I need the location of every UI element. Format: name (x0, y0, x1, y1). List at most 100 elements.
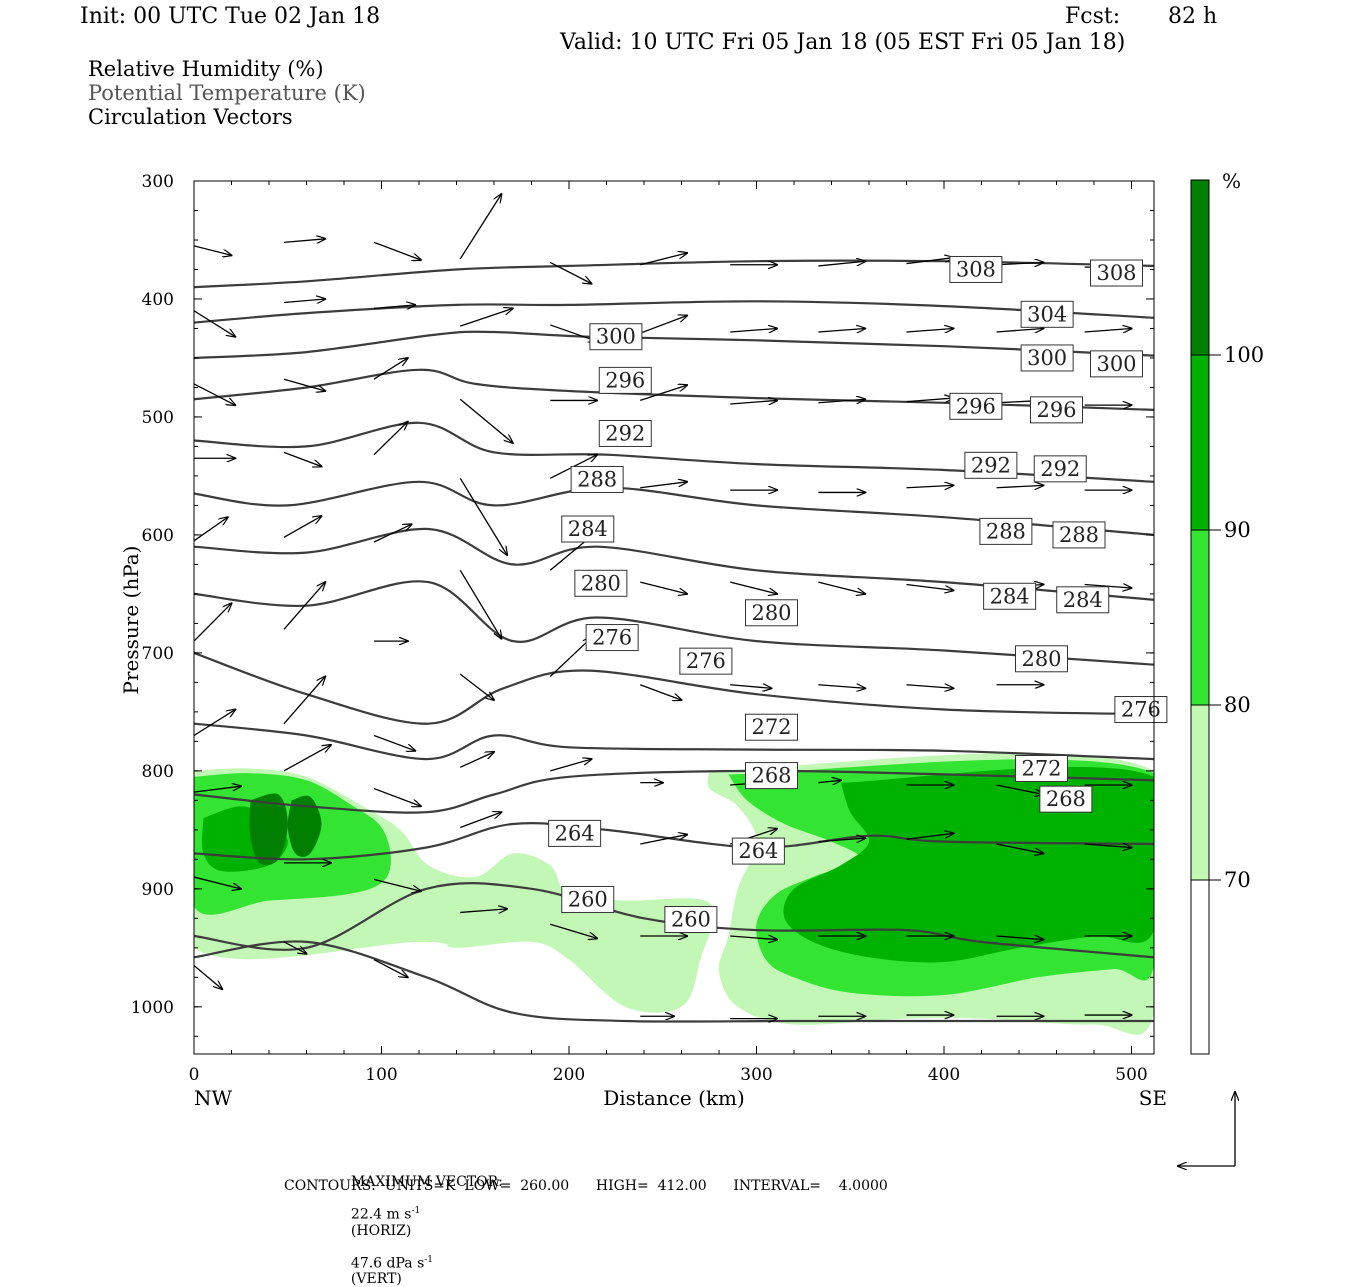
circulation-vector (996, 485, 1044, 487)
circulation-vector (549, 261, 591, 283)
contour-label: 288 (986, 519, 1026, 543)
contour-label: 276 (1121, 698, 1161, 722)
circulation-vector (283, 451, 322, 466)
circulation-vector (459, 477, 507, 555)
y-axis-label: Pressure (hPa) (119, 546, 143, 695)
contour-label-box (1020, 344, 1074, 372)
circulation-vector (194, 710, 235, 737)
contour-label-box (1056, 586, 1110, 614)
y-tick-label: 500 (142, 408, 174, 428)
theta-contour-surface (194, 940, 1154, 1023)
contour-label-box (745, 762, 798, 790)
circulation-vector (996, 262, 1044, 264)
contour-label-box (731, 837, 785, 865)
y-tick-label: 800 (142, 762, 174, 782)
contour-label: 280 (1021, 647, 1061, 671)
theta-contour-280 (194, 580, 1154, 666)
colorbar-band (1191, 880, 1209, 1054)
circulation-vector (818, 838, 865, 842)
x-end-left-label: NW (194, 1086, 233, 1110)
circulation-vector (194, 245, 232, 255)
contour-label: 260 (671, 908, 711, 932)
contour-label-box (745, 599, 798, 627)
colorbar: 100 90 80 70 (1190, 179, 1264, 1055)
contour-label-box (983, 582, 1037, 610)
circulation-vector (640, 581, 687, 594)
contour-label: 300 (1027, 346, 1067, 370)
circulation-vector (194, 603, 232, 642)
contour-label-box (745, 713, 798, 741)
colorbar-level-label: 90 (1224, 518, 1251, 542)
circulation-vector (460, 812, 501, 829)
circulation-vector (640, 684, 681, 700)
horiz-vector-value: 22.4 m s (350, 1206, 412, 1223)
circulation-vector (194, 786, 241, 793)
theta-contour-260 (194, 882, 1154, 959)
contour-label: 296 (1036, 398, 1076, 422)
circulation-vector (550, 759, 591, 772)
contour-label: 308 (1096, 261, 1136, 285)
circulation-vector (640, 835, 687, 845)
circulation-vector (730, 581, 777, 594)
colorbar-band (1191, 705, 1209, 880)
circulation-vector (996, 784, 1044, 794)
contour-label-box (1039, 785, 1093, 813)
plot-frame (193, 180, 1155, 1055)
x-tick-label: 100 (365, 1065, 397, 1085)
circulation-vector (373, 878, 421, 891)
contour-label: 308 (956, 257, 996, 281)
contour-label-box (979, 517, 1033, 545)
contour-label-box (598, 419, 652, 447)
circulation-vector (373, 787, 421, 807)
circulation-vector (818, 261, 865, 267)
contour-label: 296 (956, 394, 996, 418)
circulation-vector (640, 315, 687, 334)
cross-section-chart: 308 308 304 300 300 300 296 296 296 292 292 292 288 2… (119, 169, 1264, 1200)
y-tick-label: 600 (142, 526, 174, 546)
circulation-vector (460, 308, 513, 327)
contour-label-box (949, 392, 1003, 420)
circulation-vector (194, 876, 241, 889)
vert-vector-exponent: -1 (424, 1254, 434, 1265)
circulation-vector (996, 328, 1044, 332)
circulation-vector (730, 328, 777, 332)
contour-label-box (679, 647, 733, 675)
circulation-vector (283, 378, 325, 391)
circulation-vector (373, 241, 421, 260)
circulation-vector (906, 258, 954, 265)
circulation-vector (818, 685, 865, 689)
circulation-vector (640, 482, 687, 489)
contour-label: 272 (1021, 757, 1061, 781)
contour-label: 288 (1059, 523, 1099, 547)
contour-label: 264 (555, 821, 595, 845)
circulation-vector (283, 676, 325, 725)
circulation-vector (996, 843, 1044, 853)
theta-contour-272 (194, 722, 1154, 761)
circulation-vector (818, 581, 865, 594)
contour-label: 268 (1046, 787, 1086, 811)
contour-label-box (1033, 455, 1087, 483)
circulation-vector (373, 524, 412, 543)
circulation-vector (459, 673, 494, 700)
contour-label: 276 (592, 626, 632, 650)
circulation-vector (283, 745, 331, 772)
rh-region-100-6 (249, 793, 288, 866)
circulation-vector (1084, 584, 1132, 588)
circulation-vector (373, 734, 415, 750)
circulation-vector (818, 328, 865, 332)
reference-vector-icon (1178, 1092, 1235, 1166)
circulation-vector (194, 517, 228, 542)
circulation-vector (283, 516, 322, 538)
circulation-vector (906, 328, 954, 332)
colorbar-band (1191, 355, 1209, 530)
circulation-vector (460, 909, 507, 913)
x-tick-label: 500 (1115, 1065, 1147, 1085)
rh-region-100-7 (287, 795, 322, 857)
colorbar-band (1191, 180, 1209, 355)
legend-theta: Potential Temperature (K) (88, 81, 366, 105)
theta-contour-292 (194, 421, 1154, 483)
circulation-vector (730, 685, 771, 689)
contour-label: 264 (738, 839, 778, 863)
contour-label-box (1015, 645, 1068, 673)
circulation-vector (906, 583, 954, 590)
